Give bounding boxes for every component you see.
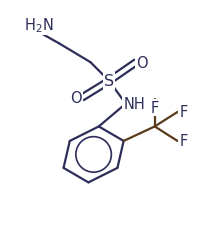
Text: O: O — [136, 55, 148, 70]
Text: S: S — [104, 74, 114, 89]
Text: NH: NH — [123, 97, 145, 112]
Text: F: F — [180, 134, 188, 149]
Text: F: F — [151, 101, 159, 116]
Text: O: O — [70, 90, 82, 106]
Text: H$_2$N: H$_2$N — [24, 16, 54, 35]
Text: F: F — [180, 105, 188, 120]
